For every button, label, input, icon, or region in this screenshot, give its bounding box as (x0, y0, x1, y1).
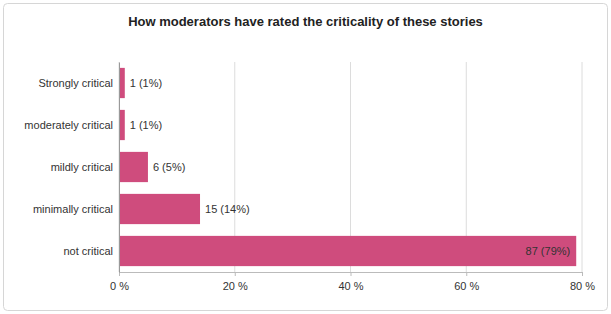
title: How moderators have rated the criticalit… (128, 14, 483, 29)
bars (119, 68, 576, 266)
x-tick-mark (119, 272, 120, 276)
x-tick-label: 60 % (454, 280, 479, 292)
x-axis: 0 % 20 % 40 % 60 % 80 % (110, 272, 595, 292)
data-label: 15 (14%) (205, 203, 250, 215)
y-tick: mildly critical (51, 161, 119, 173)
y-tick-label: not critical (63, 245, 113, 257)
chart-frame (4, 4, 608, 311)
plot: 0 % 20 % 40 % 60 % 80 % Strongly critical mode… (24, 62, 595, 292)
data-label: 1 (1%) (130, 119, 162, 131)
y-axis-line (119, 63, 120, 273)
x-tick-mark (351, 272, 352, 276)
grid-line (582, 62, 583, 272)
x-tick: 80 % (570, 272, 595, 292)
x-tick-label: 80 % (570, 280, 595, 292)
x-tick-label: 20 % (223, 280, 248, 292)
x-tick-mark (235, 272, 236, 276)
grid-line (119, 62, 120, 272)
y-tick-label: minimally critical (33, 203, 113, 215)
y-tick: moderately critical (24, 119, 119, 131)
x-tick: 0 % (110, 272, 129, 292)
x-tick-mark (466, 272, 467, 276)
data-label: 1 (1%) (130, 77, 162, 89)
y-tick: minimally critical (33, 203, 119, 215)
x-tick: 60 % (454, 272, 479, 292)
x-tick: 20 % (223, 272, 248, 292)
chart: How moderators have rated the criticalit… (0, 0, 611, 314)
bar (119, 194, 200, 224)
x-tick: 40 % (338, 272, 363, 292)
data-label: 6 (5%) (153, 161, 185, 173)
y-axis: Strongly critical moderately critical mild… (24, 63, 119, 273)
x-tick-label: 0 % (110, 280, 129, 292)
x-tick-label: 40 % (338, 280, 363, 292)
y-tick-label: mildly critical (51, 161, 113, 173)
y-tick: Strongly critical (38, 77, 119, 89)
y-tick-label: moderately critical (24, 119, 113, 131)
data-labels: 1 (1%) 1 (1%) 6 (5%) 15 (14%) 87 (79%) (130, 77, 570, 257)
y-tick-label: Strongly critical (38, 77, 113, 89)
x-tick-mark (582, 272, 583, 276)
y-tick: not critical (63, 245, 119, 257)
bar (119, 236, 576, 266)
grid (119, 62, 582, 272)
data-label: 87 (79%) (526, 245, 571, 257)
x-axis-line (120, 273, 583, 277)
bar (119, 152, 148, 182)
